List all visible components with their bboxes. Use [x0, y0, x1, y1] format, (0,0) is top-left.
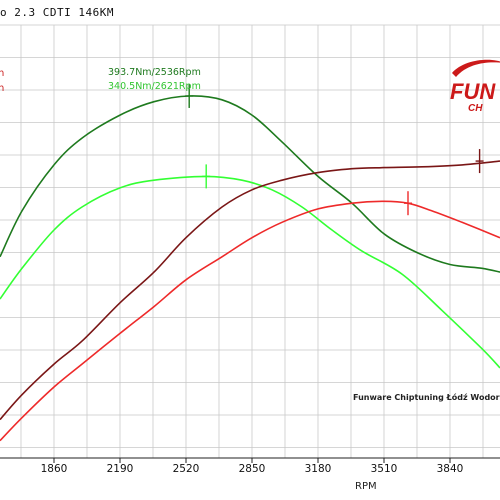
- x-axis-ticks: 1860 2190 2520 2850 3180 3510 3840: [41, 458, 464, 475]
- x-tick-label: 3840: [437, 463, 464, 475]
- x-axis-label-partial: RPM: [355, 481, 377, 492]
- peak-markers: [185, 83, 484, 216]
- chart-curves: [0, 95, 500, 442]
- legend-partial: n n: [0, 66, 4, 96]
- funware-logo: FUN CH: [450, 59, 500, 113]
- logo-swoosh: [452, 59, 500, 77]
- logo-subtext: CH: [468, 103, 483, 113]
- legend-red-2: n: [0, 83, 5, 94]
- legend-red-1: n: [0, 68, 5, 79]
- series-line-dark_green: [0, 95, 500, 273]
- x-tick-label: 2190: [107, 463, 134, 475]
- x-tick-label: 3180: [305, 463, 332, 475]
- series-line-light_green: [0, 175, 500, 369]
- peak-annotation-light-green: 340.5Nm/2621Rpm: [108, 81, 201, 92]
- logo-text: FUN: [450, 79, 496, 104]
- series-line-red: [0, 200, 500, 442]
- x-tick-label: 1860: [41, 463, 68, 475]
- series-line-dark_red: [0, 160, 500, 421]
- chart-title: o 2.3 CDTI 146KM: [0, 6, 114, 19]
- footer-credit: Funware Chiptuning Łódź Wodorc: [353, 393, 500, 402]
- x-tick-label: 2850: [239, 463, 266, 475]
- peak-annotation-dark-green: 393.7Nm/2536Rpm: [108, 67, 201, 78]
- x-tick-label: 2520: [173, 463, 200, 475]
- x-tick-label: 3510: [371, 463, 398, 475]
